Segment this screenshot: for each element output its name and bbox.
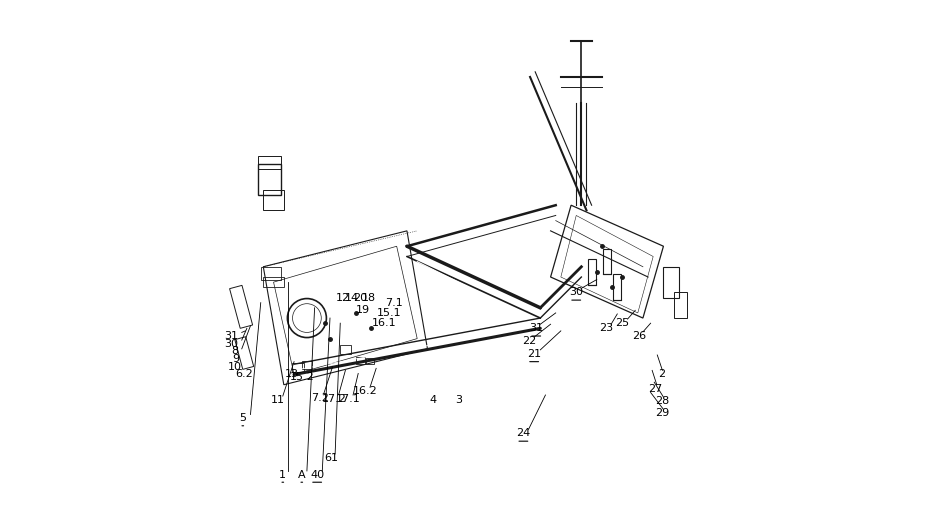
- Bar: [602, 249, 610, 274]
- Bar: [366, 358, 373, 364]
- Text: 16.2: 16.2: [352, 386, 377, 396]
- Text: 28: 28: [654, 396, 669, 406]
- Bar: [229, 285, 253, 328]
- Text: 14: 14: [344, 292, 358, 303]
- Bar: [340, 345, 350, 354]
- Text: 7.2: 7.2: [311, 392, 329, 403]
- Bar: [663, 267, 678, 298]
- Bar: [258, 164, 281, 195]
- Bar: [673, 292, 686, 318]
- Bar: [258, 156, 281, 169]
- Bar: [301, 361, 312, 369]
- Text: 27: 27: [648, 384, 662, 394]
- Text: 40: 40: [310, 469, 324, 480]
- Text: 3: 3: [454, 395, 461, 405]
- Bar: [291, 363, 304, 372]
- Text: 30: 30: [569, 287, 582, 298]
- Text: 31: 31: [225, 331, 239, 341]
- Text: 9: 9: [232, 354, 240, 364]
- Text: 22: 22: [521, 336, 535, 346]
- Text: 30: 30: [225, 339, 239, 349]
- Text: 25: 25: [615, 318, 629, 328]
- Text: 4: 4: [429, 395, 435, 405]
- Bar: [612, 274, 621, 300]
- Text: 15.2: 15.2: [289, 372, 314, 382]
- Text: 7.1: 7.1: [385, 298, 402, 308]
- Text: 2: 2: [657, 369, 665, 380]
- Text: 1: 1: [279, 469, 286, 480]
- Bar: [235, 337, 254, 369]
- Text: 10: 10: [227, 362, 241, 372]
- Text: 11: 11: [271, 395, 285, 405]
- Bar: [587, 259, 595, 285]
- Text: 18: 18: [361, 292, 375, 303]
- Text: 20: 20: [353, 292, 367, 303]
- Bar: [263, 190, 284, 210]
- Bar: [356, 357, 364, 364]
- Bar: [263, 277, 284, 287]
- Text: 21: 21: [527, 349, 541, 359]
- Text: 6.2: 6.2: [235, 369, 253, 380]
- Text: 29: 29: [654, 408, 669, 419]
- Text: A: A: [298, 469, 305, 480]
- Text: 31: 31: [529, 323, 543, 333]
- Text: 23: 23: [598, 323, 612, 333]
- Text: 26: 26: [631, 331, 645, 341]
- Text: 24: 24: [516, 428, 530, 439]
- Text: 5: 5: [239, 413, 246, 423]
- Bar: [260, 267, 281, 280]
- Text: 15.1: 15.1: [376, 308, 401, 318]
- Text: 19: 19: [356, 305, 370, 315]
- Text: 17.2: 17.2: [321, 393, 346, 404]
- Text: 13: 13: [285, 369, 299, 380]
- Text: 16.1: 16.1: [372, 318, 396, 328]
- Text: 12: 12: [335, 292, 349, 303]
- Text: 8: 8: [231, 346, 239, 357]
- Text: 61: 61: [324, 452, 338, 463]
- Text: 17.1: 17.1: [335, 394, 360, 404]
